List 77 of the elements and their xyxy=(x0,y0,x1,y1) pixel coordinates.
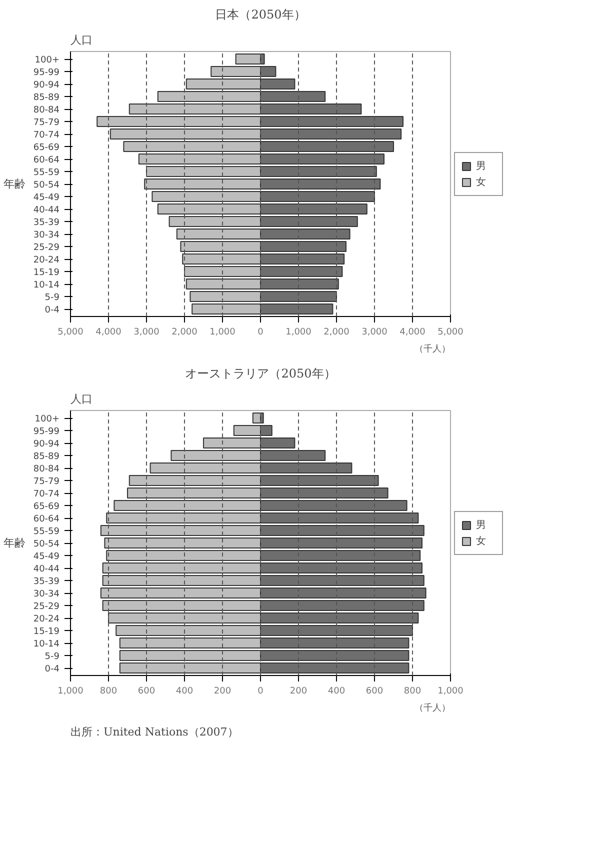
y-tick-label: 55-59 xyxy=(33,168,60,178)
y-tick-label: 65-69 xyxy=(33,143,60,153)
y-tick-label: 75-79 xyxy=(33,477,60,487)
x-tick-label: 3,000 xyxy=(134,328,160,338)
x-tick-label: 1,000 xyxy=(58,686,84,696)
text: 人口 xyxy=(70,392,92,406)
y-tick-label: 25-29 xyxy=(33,602,60,612)
x-tick-label: 600 xyxy=(138,686,156,696)
y-tick-label: 85-89 xyxy=(33,93,60,103)
y-tick-label: 90-94 xyxy=(33,80,60,90)
x-tick-label: 0 xyxy=(258,686,264,696)
x-tick-label: 200 xyxy=(290,686,308,696)
x-tick-label: 600 xyxy=(366,686,384,696)
x-tick-label: 5,000 xyxy=(438,328,464,338)
x-tick-label: 0 xyxy=(258,328,264,338)
y-tick-label: 70-74 xyxy=(33,490,60,500)
y-tick-label: 80-84 xyxy=(33,464,60,474)
y-tick-label: 25-29 xyxy=(33,243,60,253)
y-tick-label: 20-24 xyxy=(33,256,60,266)
x-tick-label: 3,000 xyxy=(362,328,388,338)
y-tick-label: 5-9 xyxy=(44,652,60,662)
y-tick-label: 40-44 xyxy=(33,564,60,574)
y-axis-title: 年齢 xyxy=(3,536,26,550)
y-tick-label: 70-74 xyxy=(33,130,60,140)
text: 人口 xyxy=(70,34,92,46)
x-tick-label: 200 xyxy=(214,686,232,696)
y-tick-label: 50-54 xyxy=(33,540,60,550)
y-tick-label: 100+ xyxy=(34,414,60,424)
y-tick-label: 55-59 xyxy=(33,527,60,537)
x-tick-label: 4,000 xyxy=(96,328,122,338)
x-tick-label: 400 xyxy=(328,686,346,696)
y-tick-label: 10-14 xyxy=(33,280,60,290)
y-tick-label: 5-9 xyxy=(44,293,60,303)
y-tick-label: 65-69 xyxy=(33,502,60,512)
y-tick-label: 0-4 xyxy=(44,306,60,316)
x-tick-label: 2,000 xyxy=(324,328,350,338)
x-axis-title: （千人） xyxy=(414,702,450,714)
y-tick-label: 10-14 xyxy=(33,640,60,650)
y-tick-label: 80-84 xyxy=(33,106,60,116)
y-tick-label: 85-89 xyxy=(33,452,60,462)
y-tick-label: 45-49 xyxy=(33,552,60,562)
legend-label: 女 xyxy=(476,176,487,189)
x-tick-label: 400 xyxy=(176,686,194,696)
y-tick-label: 90-94 xyxy=(33,440,60,450)
y-tick-label: 95-99 xyxy=(33,68,60,78)
x-tick-label: 800 xyxy=(100,686,118,696)
chart-title: 日本（2050年） xyxy=(215,8,306,22)
y-tick-label: 95-99 xyxy=(33,427,60,437)
x-tick-label: 1,000 xyxy=(286,328,312,338)
legend-label: 男 xyxy=(476,519,487,532)
y-tick-label: 15-19 xyxy=(33,627,60,637)
y-tick-label: 45-49 xyxy=(33,193,60,203)
x-tick-label: 1,000 xyxy=(210,328,236,338)
chart-title: オーストラリア（2050年） xyxy=(185,366,336,380)
y-tick-label: 75-79 xyxy=(33,118,60,128)
y-tick-label: 35-39 xyxy=(33,577,60,587)
y-tick-label: 40-44 xyxy=(33,206,60,216)
text: 出所：United Nations（2007） xyxy=(70,726,238,738)
x-tick-label: 800 xyxy=(404,686,422,696)
x-axis-title: （千人） xyxy=(414,344,450,354)
y-tick-label: 30-34 xyxy=(33,590,60,600)
y-tick-label: 20-24 xyxy=(33,614,60,624)
y-tick-label: 30-34 xyxy=(33,230,60,240)
y-tick-label: 60-64 xyxy=(33,156,60,166)
y-tick-label: 0-4 xyxy=(44,664,60,674)
y-tick-label: 100+ xyxy=(34,56,60,66)
x-tick-label: 2,000 xyxy=(172,328,198,338)
y-tick-label: 50-54 xyxy=(33,180,60,190)
legend-label: 女 xyxy=(476,535,487,548)
y-tick-label: 35-39 xyxy=(33,218,60,228)
x-tick-label: 1,000 xyxy=(438,686,464,696)
x-tick-label: 4,000 xyxy=(400,328,426,338)
y-axis-title: 年齢 xyxy=(3,178,26,190)
y-tick-label: 15-19 xyxy=(33,268,60,278)
x-tick-label: 5,000 xyxy=(58,328,84,338)
y-tick-label: 60-64 xyxy=(33,514,60,524)
legend-label: 男 xyxy=(476,160,487,173)
